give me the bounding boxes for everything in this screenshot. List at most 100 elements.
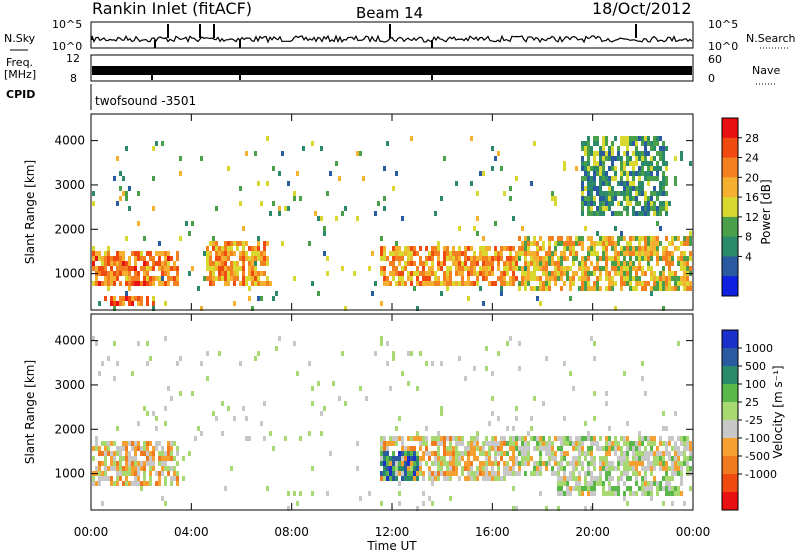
heatmap-cell (590, 491, 593, 496)
heatmap-cell (650, 246, 653, 251)
heatmap-cell (557, 241, 560, 246)
heatmap-cell (662, 486, 665, 491)
heatmap-cell (671, 436, 674, 441)
heatmap-cell (518, 366, 521, 371)
heatmap-cell (545, 271, 548, 276)
heatmap-cell (128, 461, 131, 466)
heatmap-cell (563, 161, 566, 166)
heatmap-cell (587, 266, 590, 271)
heatmap-cell (476, 281, 479, 286)
heatmap-cell (485, 276, 488, 281)
heatmap-cell (617, 261, 620, 266)
heatmap-cell (395, 456, 398, 461)
heatmap-cell (500, 246, 503, 251)
heatmap-cell (92, 266, 95, 271)
heatmap-cell (443, 441, 446, 446)
heatmap-cell (401, 441, 404, 446)
heatmap-cell (440, 471, 443, 476)
heatmap-cell (263, 251, 266, 256)
heatmap-cell (605, 271, 608, 276)
heatmap-cell (443, 471, 446, 476)
heatmap-cell (521, 226, 524, 231)
heatmap-cell (221, 276, 224, 281)
heatmap-cell (146, 276, 149, 281)
heatmap-cell (614, 281, 617, 286)
heatmap-cell (605, 466, 608, 471)
heatmap-cell (383, 251, 386, 256)
heatmap-cell (632, 446, 635, 451)
heatmap-cell (248, 261, 251, 266)
heatmap-cell (467, 276, 470, 281)
heatmap-cell (656, 211, 659, 216)
heatmap-cell (488, 441, 491, 446)
heatmap-cell (638, 281, 641, 286)
heatmap-cell (491, 256, 494, 261)
heatmap-cell (158, 476, 161, 481)
heatmap-cell (176, 461, 179, 466)
heatmap-cell (611, 446, 614, 451)
heatmap-cell (98, 371, 101, 376)
heatmap-cell (632, 466, 635, 471)
heatmap-cell (482, 266, 485, 271)
heatmap-cell (458, 436, 461, 441)
heatmap-cell (497, 151, 500, 156)
heatmap-cell (392, 471, 395, 476)
heatmap-cell (518, 436, 521, 441)
heatmap-cell (566, 276, 569, 281)
heatmap-cell (638, 446, 641, 451)
heatmap-cell (650, 191, 653, 196)
heatmap-cell (476, 431, 479, 436)
heatmap-cell (635, 491, 638, 496)
heatmap-cell (401, 256, 404, 261)
heatmap-cell (167, 256, 170, 261)
heatmap-cell (98, 481, 101, 486)
heatmap-cell (476, 446, 479, 451)
heatmap-cell (224, 261, 227, 266)
heatmap-cell (653, 436, 656, 441)
heatmap-cell (539, 456, 542, 461)
heatmap-cell (593, 491, 596, 496)
heatmap-cell (515, 436, 518, 441)
heatmap-cell (476, 471, 479, 476)
heatmap-cell (125, 146, 128, 151)
heatmap-cell (608, 436, 611, 441)
heatmap-cell (503, 191, 506, 196)
heatmap-cell (101, 361, 104, 366)
heatmap-cell (101, 271, 104, 276)
heatmap-cell (605, 261, 608, 266)
heatmap-cell (665, 181, 668, 186)
heatmap-cell (638, 431, 641, 436)
heatmap-cell (596, 241, 599, 246)
heatmap-cell (446, 451, 449, 456)
heatmap-cell (548, 456, 551, 461)
heatmap-cell (560, 286, 563, 291)
heatmap-cell (668, 481, 671, 486)
heatmap-cell (449, 466, 452, 471)
heatmap-cell (425, 446, 428, 451)
heatmap-cell (407, 276, 410, 281)
heatmap-cell (647, 196, 650, 201)
heatmap-cell (665, 451, 668, 456)
heatmap-cell (542, 441, 545, 446)
heatmap-cell (623, 281, 626, 286)
heatmap-cell (644, 256, 647, 261)
heatmap-cell (608, 276, 611, 281)
heatmap-cell (620, 176, 623, 181)
heatmap-cell (128, 206, 131, 211)
heatmap-cell (668, 491, 671, 496)
heatmap-cell (425, 441, 428, 446)
heatmap-cell (389, 251, 392, 256)
heatmap-cell (416, 251, 419, 256)
heatmap-cell (602, 196, 605, 201)
heatmap-cell (428, 466, 431, 471)
heatmap-cell (656, 246, 659, 251)
heatmap-cell (539, 301, 542, 306)
heatmap-cell (539, 276, 542, 281)
heatmap-cell (242, 281, 245, 286)
heatmap-cell (107, 466, 110, 471)
heatmap-cell (401, 266, 404, 271)
heatmap-cell (665, 256, 668, 261)
heatmap-cell (560, 241, 563, 246)
heatmap-cell (317, 291, 320, 296)
heatmap-cell (122, 441, 125, 446)
